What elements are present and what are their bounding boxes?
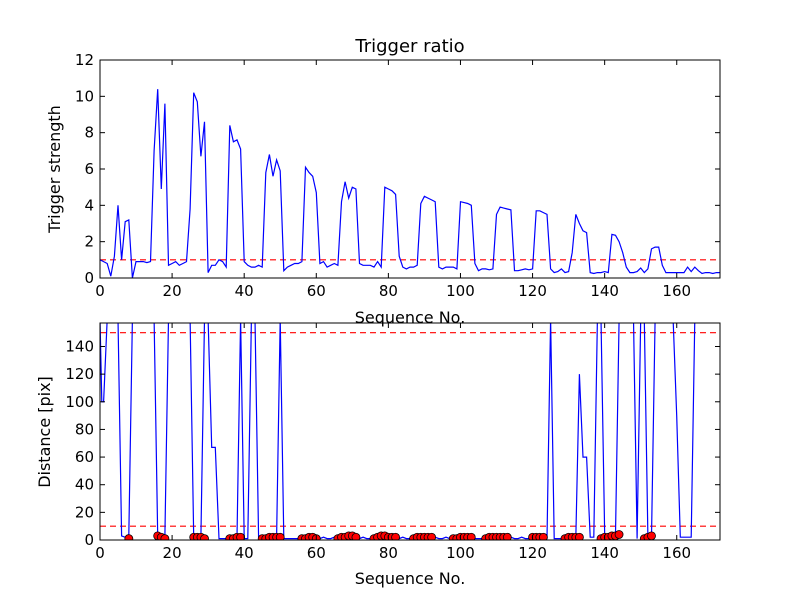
match-marker <box>124 534 134 540</box>
distance-ticks: 0 20 40 60 80 100 120 140 160 0 20 40 60 80 100 120 140 <box>65 323 720 562</box>
y-tick-label: 8 <box>84 124 94 142</box>
series-line <box>100 89 720 278</box>
y-tick-label: 0 <box>84 531 94 549</box>
match-marker <box>647 531 656 540</box>
y-tick-label: 4 <box>84 196 94 214</box>
y-tick-label: 100 <box>65 393 94 411</box>
distance-plot: 0 20 40 60 80 100 120 140 160020406080100120140 … <box>35 322 721 588</box>
y-tick-label: 0 <box>84 269 94 287</box>
match-marker <box>502 532 512 540</box>
x-tick-label: 20 <box>163 544 182 562</box>
x-tick-label: 120 <box>518 282 547 300</box>
match-marker <box>466 532 476 540</box>
x-tick-label: 120 <box>518 544 547 562</box>
chart-title: Trigger ratio <box>354 36 464 57</box>
y-tick-label: 80 <box>75 420 94 438</box>
x-tick-label: 100 <box>446 282 475 300</box>
match-marker <box>351 532 361 540</box>
distance-axes-frame <box>99 322 721 541</box>
match-marker <box>614 530 624 539</box>
match-marker <box>200 534 209 540</box>
y-tick-label: 10 <box>75 87 94 105</box>
trigger-ticks: 0 20 40 60 80 100 120 140 160 0 2 4 6 8 10 12 <box>75 51 720 300</box>
x-tick-label: 100 <box>446 544 475 562</box>
trigger-x-axis-label: Sequence No. <box>355 308 466 327</box>
x-tick-label: 20 <box>163 282 182 300</box>
y-tick-label: 60 <box>75 448 94 466</box>
y-tick-label: 2 <box>84 233 94 251</box>
distance-y-axis-label: Distance [pix] <box>35 376 54 488</box>
match-marker <box>538 532 548 540</box>
x-tick-label: 60 <box>307 282 326 300</box>
y-tick-label: 6 <box>84 160 94 178</box>
distance-plot-content <box>100 323 720 540</box>
x-tick-label: 80 <box>379 544 398 562</box>
trigger-plot-content <box>100 89 720 278</box>
match-marker <box>427 532 437 540</box>
x-tick-label: 160 <box>662 282 691 300</box>
plot-area <box>100 89 720 278</box>
x-tick-label: 40 <box>235 544 254 562</box>
y-tick-label: 20 <box>75 503 94 521</box>
x-tick-label: 80 <box>379 282 398 300</box>
match-marker <box>391 532 400 540</box>
x-tick-label: 0 <box>95 544 105 562</box>
trigger-ratio-plot: Trigger ratio 0 20 40 60 80 100 120 140 160 0 2 4 6 8… <box>45 36 721 327</box>
match-marker <box>160 534 170 540</box>
x-tick-label: 160 <box>662 544 691 562</box>
distance-x-axis-label: Sequence No. <box>355 569 466 588</box>
y-tick-label: 140 <box>65 337 94 355</box>
trigger-y-axis-label: Trigger strength <box>45 105 64 234</box>
x-tick-label: 140 <box>590 544 619 562</box>
y-tick-label: 12 <box>75 51 94 69</box>
plot-area <box>100 323 720 540</box>
match-marker <box>275 532 285 540</box>
match-marker <box>575 532 584 540</box>
x-tick-label: 60 <box>307 544 326 562</box>
x-tick-label: 40 <box>235 282 254 300</box>
x-tick-label: 140 <box>590 282 619 300</box>
y-tick-label: 120 <box>65 365 94 383</box>
x-tick-label: 0 <box>95 282 105 300</box>
y-tick-label: 40 <box>75 476 94 494</box>
